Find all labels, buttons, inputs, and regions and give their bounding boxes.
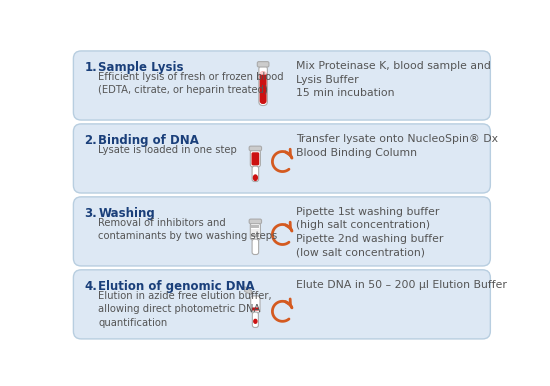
FancyBboxPatch shape bbox=[73, 51, 491, 120]
Text: Mix Proteinase K, blood sample and
Lysis Buffer
15 min incubation: Mix Proteinase K, blood sample and Lysis… bbox=[296, 61, 491, 98]
Bar bbox=[251, 225, 259, 229]
FancyBboxPatch shape bbox=[73, 270, 491, 339]
FancyBboxPatch shape bbox=[249, 146, 262, 151]
Text: Elution of genomic DNA: Elution of genomic DNA bbox=[98, 280, 255, 293]
FancyBboxPatch shape bbox=[73, 124, 491, 193]
FancyBboxPatch shape bbox=[260, 72, 267, 75]
Text: Pipette 1st washing buffer
(high salt concentration)
Pipette 2nd washing buffer
: Pipette 1st washing buffer (high salt co… bbox=[296, 207, 444, 258]
Text: 3.: 3. bbox=[84, 207, 97, 220]
FancyBboxPatch shape bbox=[249, 219, 262, 224]
Text: 4.: 4. bbox=[84, 280, 97, 293]
FancyBboxPatch shape bbox=[259, 66, 267, 105]
Text: Removal of inhibitors and
contaminants by two washing steps: Removal of inhibitors and contaminants b… bbox=[98, 218, 277, 241]
FancyBboxPatch shape bbox=[250, 223, 260, 240]
FancyBboxPatch shape bbox=[251, 152, 259, 165]
FancyBboxPatch shape bbox=[252, 307, 259, 310]
Text: Binding of DNA: Binding of DNA bbox=[98, 134, 199, 147]
Text: Efficient lysis of fresh or frozen blood
(EDTA, citrate, or heparin treated): Efficient lysis of fresh or frozen blood… bbox=[98, 72, 284, 95]
FancyBboxPatch shape bbox=[252, 312, 258, 327]
Text: 2.: 2. bbox=[84, 134, 97, 147]
FancyBboxPatch shape bbox=[252, 166, 258, 181]
Text: Elute DNA in 50 – 200 µl Elution Buffer: Elute DNA in 50 – 200 µl Elution Buffer bbox=[296, 280, 507, 290]
Text: Washing: Washing bbox=[98, 207, 155, 220]
FancyBboxPatch shape bbox=[257, 62, 269, 67]
Text: Transfer lysate onto NucleoSpin® Dx
Blood Binding Column: Transfer lysate onto NucleoSpin® Dx Bloo… bbox=[296, 134, 498, 157]
Ellipse shape bbox=[254, 175, 257, 180]
FancyBboxPatch shape bbox=[251, 296, 260, 313]
FancyBboxPatch shape bbox=[252, 239, 258, 254]
Text: Sample Lysis: Sample Lysis bbox=[98, 61, 184, 74]
Polygon shape bbox=[245, 287, 251, 295]
Text: Elution in azide free elution buffer,
allowing direct photometric DNA
quantifica: Elution in azide free elution buffer, al… bbox=[98, 291, 272, 328]
Text: 1.: 1. bbox=[84, 61, 97, 74]
Ellipse shape bbox=[254, 319, 257, 323]
FancyBboxPatch shape bbox=[250, 150, 260, 167]
Bar bbox=[251, 234, 259, 237]
FancyBboxPatch shape bbox=[73, 197, 491, 266]
FancyBboxPatch shape bbox=[260, 72, 267, 104]
Bar bbox=[251, 230, 259, 232]
Text: Lysate is loaded in one step: Lysate is loaded in one step bbox=[98, 145, 237, 155]
